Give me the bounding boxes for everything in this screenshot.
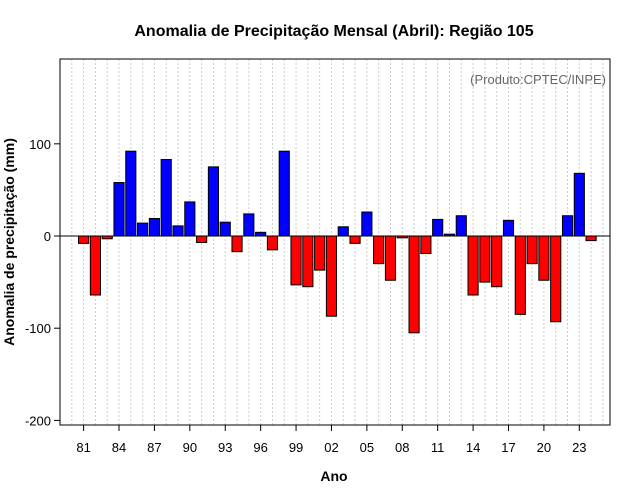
- bar: [125, 150, 137, 237]
- x-axis: 81 84 87 90 93 96 99 02 05 08 11 14 17 20 23: [76, 425, 587, 455]
- bar: [455, 215, 467, 237]
- x-tick-label: 14: [466, 440, 480, 455]
- x-axis-title: Ano: [320, 468, 347, 484]
- bar: [561, 215, 574, 237]
- bar: [325, 235, 338, 317]
- bars: [78, 150, 597, 334]
- bar: [408, 235, 420, 334]
- bar: [373, 235, 385, 265]
- y-tick-label: 0: [44, 229, 51, 244]
- x-tick-label: 99: [289, 440, 303, 455]
- x-tick-label: 05: [360, 440, 374, 455]
- bar: [573, 172, 585, 237]
- bar: [160, 158, 172, 237]
- bar: [550, 235, 562, 323]
- product-credit: (Produto:CPTEC/INPE): [470, 72, 606, 87]
- x-tick-label: 20: [537, 440, 551, 455]
- bar: [278, 150, 290, 237]
- x-tick-label: 96: [253, 440, 267, 455]
- y-tick-label: -100: [25, 321, 51, 336]
- x-tick-label: 90: [183, 440, 197, 455]
- y-axis: 100 0 -100 -200: [25, 137, 60, 428]
- y-tick-label: 100: [29, 137, 51, 152]
- x-tick-label: 81: [76, 440, 90, 455]
- bar: [420, 235, 432, 255]
- bar: [349, 235, 361, 244]
- bar: [78, 235, 90, 244]
- bar: [538, 235, 550, 281]
- bar: [479, 235, 491, 283]
- bar: [514, 235, 526, 315]
- bar: [361, 211, 373, 237]
- bar: [302, 235, 314, 288]
- y-tick-label: -200: [25, 413, 51, 428]
- bar: [337, 226, 349, 237]
- grid-lines: [59, 59, 604, 425]
- bar: [207, 166, 220, 237]
- x-tick-label: 11: [431, 440, 445, 455]
- x-tick-label: 87: [147, 440, 161, 455]
- x-tick-label: 02: [324, 440, 338, 455]
- bar: [231, 235, 243, 253]
- x-tick-label: 93: [218, 440, 232, 455]
- y-axis-title: Anomalia de precipitação (mm): [1, 138, 17, 346]
- bar: [255, 231, 267, 237]
- bar: [290, 235, 302, 286]
- bar: [266, 235, 279, 251]
- bar: [491, 235, 503, 288]
- bar: [196, 235, 208, 243]
- bar: [219, 221, 231, 237]
- x-tick-label: 23: [572, 440, 586, 455]
- bar: [137, 222, 149, 237]
- bar: [243, 213, 255, 237]
- bar: [148, 217, 160, 237]
- bar: [184, 201, 196, 237]
- bar: [467, 235, 479, 296]
- bar: [585, 235, 597, 242]
- x-tick-label: 08: [395, 440, 409, 455]
- bar: [526, 235, 538, 265]
- bar: [314, 235, 326, 271]
- bar: [172, 225, 184, 237]
- chart-title: Anomalia de Precipitação Mensal (Abril):…: [134, 23, 533, 40]
- plot-frame: [59, 58, 611, 426]
- x-tick-label: 17: [501, 440, 515, 455]
- bar: [432, 218, 444, 237]
- bar: [89, 235, 101, 296]
- bar: [113, 182, 125, 237]
- bar: [384, 235, 397, 281]
- bar: [502, 219, 515, 237]
- x-tick-label: 84: [112, 440, 126, 455]
